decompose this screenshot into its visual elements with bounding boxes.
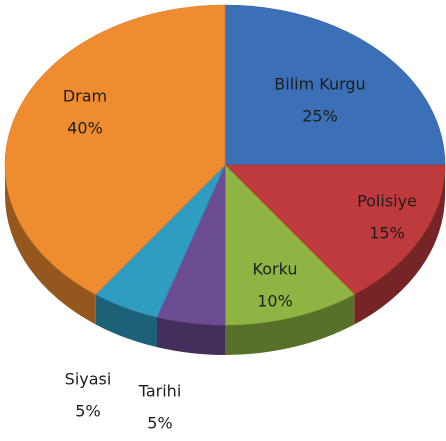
pie-labels: Bilim Kurgu 25% Polisiye 15% Korku 10% Tarihi 5… — [63, 75, 417, 433]
slice-label: Korku — [253, 260, 298, 279]
slice — [224, 164, 355, 326]
slice-label: Polisiye — [357, 192, 417, 211]
pie-sides — [4, 165, 445, 355]
slice — [224, 4, 446, 166]
slice-value-label: 40% — [67, 119, 103, 138]
slice-side — [95, 294, 158, 348]
slice-side — [225, 294, 355, 355]
slice — [224, 164, 446, 295]
slice-value-label: 15% — [369, 224, 405, 243]
slice-value-label: 10% — [257, 292, 293, 311]
slice-label: Siyasi — [65, 370, 112, 389]
pie-tops — [4, 4, 446, 326]
slice-label: Tarihi — [138, 382, 182, 401]
slice-label: Bilim Kurgu — [274, 75, 365, 94]
slice-value-label: 25% — [302, 107, 338, 126]
slice-label: Dram — [63, 87, 107, 106]
slice-side — [354, 165, 445, 325]
slice-value-label: 5% — [75, 402, 100, 421]
slice-value-label: 5% — [147, 414, 172, 433]
slice-side — [4, 165, 96, 325]
slice-side — [157, 317, 225, 355]
slice — [4, 4, 226, 295]
